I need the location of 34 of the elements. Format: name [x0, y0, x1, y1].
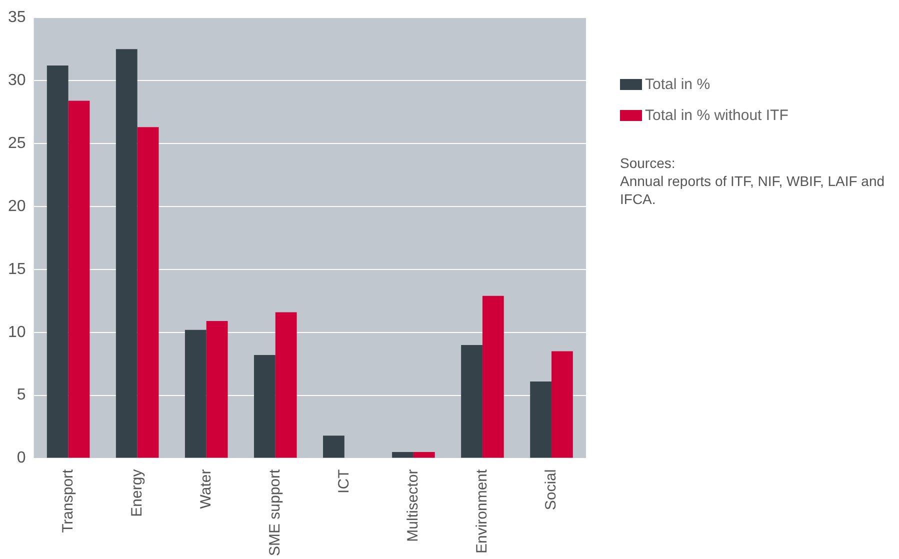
bar [482, 296, 504, 458]
y-tick-label: 30 [8, 72, 26, 89]
x-tick-label: Energy [128, 468, 146, 517]
legend-label: Total in % [645, 76, 710, 93]
bar [184, 330, 206, 458]
y-tick-label: 10 [8, 324, 26, 341]
x-tick-label: Water [198, 469, 214, 509]
x-tick-label: SME support [266, 468, 284, 556]
y-tick-label: 5 [16, 386, 26, 404]
y-tick-label: 15 [8, 260, 26, 278]
y-tick-label: 35 [8, 9, 26, 26]
x-tick-label: Transport [59, 468, 76, 533]
bar [275, 312, 297, 458]
y-tick-label: 0 [16, 450, 26, 467]
x-tick-label: Environment [474, 468, 491, 554]
bar [116, 49, 138, 458]
x-tick-label: Multisector [404, 469, 422, 542]
bar [206, 321, 228, 458]
bar [413, 452, 435, 458]
bar [68, 100, 90, 458]
bar [530, 381, 552, 458]
x-tick-label: ICT [336, 469, 353, 494]
x-tick-label: Social [542, 469, 560, 510]
legend-label: Total in % without ITF [645, 107, 788, 124]
y-tick-label: 20 [8, 198, 26, 215]
bar [551, 351, 573, 458]
bar [323, 436, 344, 458]
bar [254, 355, 276, 458]
bar [137, 127, 159, 458]
bar [46, 65, 68, 458]
bar [461, 344, 482, 458]
source-note: Sources: Annual reports of ITF, NIF, WBIF, LAIF and IFCA. [620, 154, 886, 208]
bar [392, 452, 414, 458]
y-tick-label: 25 [8, 134, 26, 152]
